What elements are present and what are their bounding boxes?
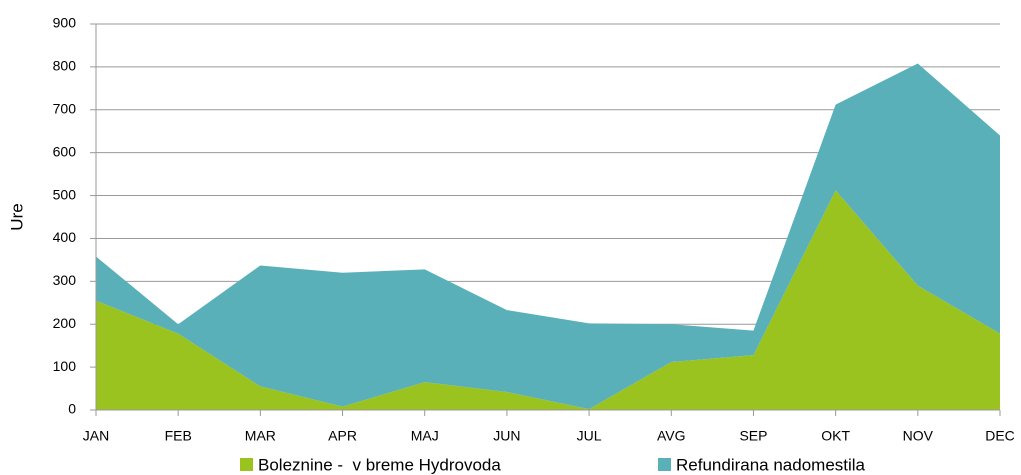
x-tick-label: JUL: [577, 428, 602, 444]
x-tick-label: JUN: [493, 428, 520, 444]
x-tick-label: NOV: [903, 428, 934, 444]
area: [96, 190, 1000, 410]
legend-text: Boleznine - v breme Hydrovoda: [258, 455, 501, 474]
x-tick-label: OKT: [821, 428, 850, 444]
y-tick-label: 500: [53, 186, 77, 202]
area: [96, 63, 1000, 410]
y-axis-title: Ure: [7, 203, 26, 230]
y-tick-label: 400: [53, 229, 77, 245]
y-tick-label: 600: [53, 143, 77, 159]
y-tick-label: 700: [53, 100, 77, 116]
y-tick-label: 0: [68, 401, 76, 417]
y-tick-label: 900: [53, 15, 77, 31]
legend-text: Refundirana nadomestila: [676, 455, 866, 474]
y-tick-label: 100: [53, 358, 77, 374]
y-tick-label: 300: [53, 272, 77, 288]
x-tick-label: FEB: [165, 428, 192, 444]
x-tick-label: DEC: [985, 428, 1015, 444]
x-tick-label: APR: [328, 428, 357, 444]
legend-swatch: [240, 458, 253, 471]
x-tick-label: AVG: [657, 428, 686, 444]
x-tick-label: MAR: [245, 428, 276, 444]
legend-swatch: [658, 458, 671, 471]
x-tick-label: JAN: [83, 428, 109, 444]
x-tick-label: MAJ: [411, 428, 439, 444]
x-tick-label: SEP: [739, 428, 767, 444]
y-tick-label: 800: [53, 58, 77, 74]
y-tick-label: 200: [53, 315, 77, 331]
